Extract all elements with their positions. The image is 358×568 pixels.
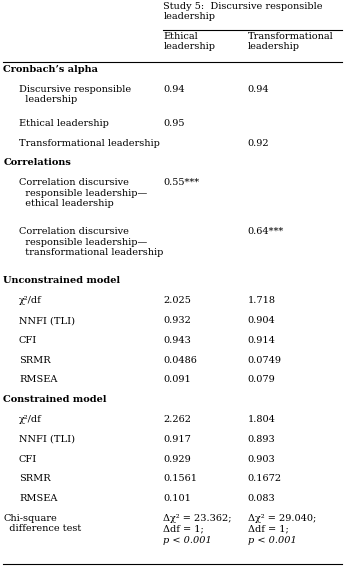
Text: 1.718: 1.718 (248, 296, 276, 305)
Text: Δdf = 1;: Δdf = 1; (164, 525, 204, 534)
Text: Δχ² = 29.040;: Δχ² = 29.040; (248, 514, 316, 523)
Text: 0.94: 0.94 (164, 85, 185, 94)
Text: Correlation discursive
  responsible leadership—
  transformational leadership: Correlation discursive responsible leade… (19, 227, 163, 257)
Text: Ethical
leadership: Ethical leadership (164, 32, 216, 51)
Text: 1.804: 1.804 (248, 415, 276, 424)
Text: NNFI (TLI): NNFI (TLI) (19, 316, 75, 325)
Text: Chi-square
  difference test: Chi-square difference test (4, 514, 82, 533)
Text: SRMR: SRMR (19, 474, 50, 483)
Text: 2.262: 2.262 (164, 415, 192, 424)
Text: CFI: CFI (19, 336, 37, 345)
Text: χ²/df: χ²/df (19, 296, 42, 305)
Text: Study 5:  Discursive responsible
leadership: Study 5: Discursive responsible leadersh… (164, 2, 323, 22)
Text: Δχ² = 23.362;: Δχ² = 23.362; (164, 514, 232, 523)
Text: NNFI (TLI): NNFI (TLI) (19, 435, 75, 444)
Text: 0.92: 0.92 (248, 139, 270, 148)
Text: 2.025: 2.025 (164, 296, 192, 305)
Text: Constrained model: Constrained model (4, 395, 107, 404)
Text: 0.929: 0.929 (164, 454, 191, 463)
Text: 0.903: 0.903 (248, 454, 276, 463)
Text: 0.917: 0.917 (164, 435, 192, 444)
Text: 0.914: 0.914 (248, 336, 276, 345)
Text: Cronbach’s alpha: Cronbach’s alpha (4, 65, 98, 74)
Text: 0.101: 0.101 (164, 494, 192, 503)
Text: 0.083: 0.083 (248, 494, 276, 503)
Text: 0.95: 0.95 (164, 119, 185, 128)
Text: 0.1672: 0.1672 (248, 474, 282, 483)
Text: Correlation discursive
  responsible leadership—
  ethical leadership: Correlation discursive responsible leade… (19, 178, 147, 208)
Text: SRMR: SRMR (19, 356, 50, 365)
Text: 0.94: 0.94 (248, 85, 270, 94)
Text: 0.091: 0.091 (164, 375, 191, 385)
Text: Unconstrained model: Unconstrained model (4, 277, 121, 286)
Text: Δdf = 1;: Δdf = 1; (248, 525, 289, 534)
Text: Correlations: Correlations (4, 158, 71, 168)
Text: Transformational
leadership: Transformational leadership (248, 32, 334, 51)
Text: Transformational leadership: Transformational leadership (19, 139, 160, 148)
Text: 0.932: 0.932 (164, 316, 192, 325)
Text: p < 0.001: p < 0.001 (248, 536, 296, 545)
Text: 0.64***: 0.64*** (248, 227, 284, 236)
Text: 0.893: 0.893 (248, 435, 276, 444)
Text: RMSEA: RMSEA (19, 375, 57, 385)
Text: RMSEA: RMSEA (19, 494, 57, 503)
Text: 0.55***: 0.55*** (164, 178, 200, 187)
Text: 0.943: 0.943 (164, 336, 192, 345)
Text: 0.904: 0.904 (248, 316, 276, 325)
Text: 0.0749: 0.0749 (248, 356, 282, 365)
Text: p < 0.001: p < 0.001 (164, 536, 212, 545)
Text: Discursive responsible
  leadership: Discursive responsible leadership (19, 85, 131, 104)
Text: Ethical leadership: Ethical leadership (19, 119, 109, 128)
Text: CFI: CFI (19, 454, 37, 463)
Text: 0.079: 0.079 (248, 375, 276, 385)
Text: 0.0486: 0.0486 (164, 356, 197, 365)
Text: 0.1561: 0.1561 (164, 474, 198, 483)
Text: χ²/df: χ²/df (19, 415, 42, 424)
